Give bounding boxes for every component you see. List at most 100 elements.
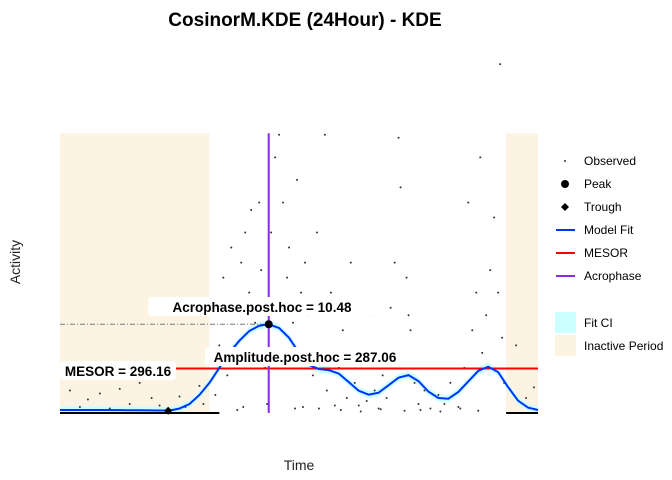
observed-point [325, 389, 328, 392]
observed-point [449, 381, 452, 384]
observed-point [501, 336, 504, 339]
observed-point [515, 344, 518, 347]
observed-point [242, 405, 245, 408]
observed-point [286, 276, 289, 279]
observed-point [533, 386, 536, 389]
observed-point [407, 314, 410, 317]
observed-point [178, 395, 181, 398]
observed-point [497, 291, 500, 294]
amplitude-annotation-box [205, 347, 405, 366]
acrophase-annotation-box [148, 297, 376, 316]
observed-point [292, 321, 295, 324]
observed-point [403, 409, 406, 412]
observed-point [353, 381, 356, 384]
observed-point [413, 381, 416, 384]
legend-item-label: Model Fit [584, 223, 634, 237]
observed-point [248, 291, 251, 294]
observed-point [419, 408, 422, 411]
observed-point [270, 231, 273, 234]
legend-box-icon [555, 335, 576, 356]
observed-point [475, 291, 478, 294]
inactive-period-band [506, 133, 538, 414]
observed-point [459, 407, 462, 410]
legend-item-label: Peak [584, 177, 612, 191]
observed-point [357, 404, 360, 407]
observed-point [439, 410, 442, 413]
observed-point [274, 156, 277, 159]
observed-point [68, 389, 71, 392]
observed-point [128, 402, 131, 405]
observed-point [230, 246, 233, 249]
observed-point [385, 396, 388, 399]
observed-point [477, 409, 480, 412]
observed-point [250, 208, 253, 211]
observed-point [349, 261, 352, 264]
observed-point [294, 407, 297, 410]
observed-point [429, 407, 432, 410]
observed-point [226, 374, 229, 377]
legend-item-label: MESOR [584, 246, 628, 260]
observed-point [258, 201, 261, 204]
legend-item-label: Inactive Period [584, 339, 663, 353]
observed-point [471, 329, 474, 332]
mesor-annotation: MESOR = 296.16 [65, 364, 172, 379]
observed-point [365, 399, 368, 402]
peak-marker [264, 320, 273, 329]
trough-marker [164, 406, 173, 415]
observed-point [399, 186, 402, 189]
observed-point [345, 396, 348, 399]
legend-item-label: Observed [584, 154, 636, 168]
observed-point [359, 410, 362, 413]
observed-point [254, 321, 257, 324]
observed-point [489, 269, 492, 272]
observed-point [218, 344, 221, 347]
observed-legend-icon [564, 160, 566, 162]
observed-point [315, 231, 318, 234]
observed-point [339, 408, 342, 411]
observed-point [381, 374, 384, 377]
observed-point [457, 405, 460, 408]
y-axis-label: Activity [7, 240, 23, 284]
amplitude-annotation: Amplitude.post.hoc = 287.06 [214, 350, 397, 365]
observed-point [78, 405, 81, 408]
observed-point [296, 178, 299, 181]
observed-point [282, 201, 285, 204]
observed-point [525, 396, 528, 399]
observed-point [437, 393, 440, 396]
observed-point [333, 404, 336, 407]
observed-point [423, 389, 426, 392]
observed-point [379, 408, 382, 411]
observed-point [266, 402, 269, 405]
observed-point [443, 402, 446, 405]
observed-point [150, 396, 153, 399]
acrophase-annotation: Acrophase.post.hoc = 10.48 [173, 300, 352, 315]
observed-point [288, 246, 291, 249]
observed-point [98, 392, 101, 395]
observed-point [86, 398, 89, 401]
model-fit-line [60, 323, 539, 412]
observed-point [373, 389, 376, 392]
observed-point [417, 402, 420, 405]
observed-point [479, 156, 482, 159]
observed-point [301, 405, 304, 408]
observed-point [198, 384, 201, 387]
x-axis-label: Time [284, 457, 315, 473]
peak-legend-icon [561, 180, 569, 188]
observed-point [222, 276, 225, 279]
observed-point [389, 306, 392, 309]
observed-point [409, 329, 412, 332]
observed-point [311, 374, 314, 377]
chart-title: CosinorM.KDE (24Hour) - KDE [168, 10, 441, 31]
observed-point [278, 133, 281, 136]
observed-point [485, 314, 488, 317]
observed-point [341, 329, 344, 332]
mesor-annotation-box [60, 361, 176, 380]
observed-point [118, 387, 121, 390]
observed-point [397, 136, 400, 139]
observed-point [499, 63, 502, 66]
observed-point [214, 393, 217, 396]
observed-point [481, 351, 484, 354]
observed-point [202, 402, 205, 405]
